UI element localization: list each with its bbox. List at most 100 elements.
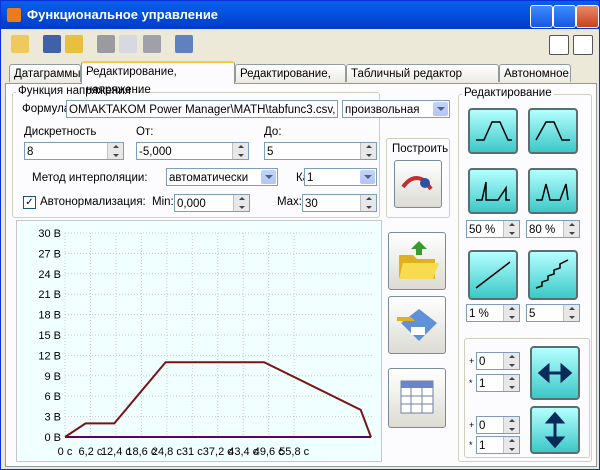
close-button[interactable]: [576, 5, 599, 28]
spin-input[interactable]: 8: [24, 142, 124, 160]
spin-input[interactable]: 30: [302, 194, 377, 212]
y-tick-label: 15 В: [38, 330, 61, 342]
x-tick-label: 43,4 с: [228, 446, 258, 458]
value: 5: [267, 146, 274, 158]
y-tick-label: 12 В: [38, 350, 61, 362]
shift-group: [464, 338, 590, 458]
x-tick-label: 0 с: [58, 446, 73, 458]
tab[interactable]: Датаграммы: [9, 64, 81, 82]
edit-button[interactable]: [528, 250, 578, 300]
toolbar-button[interactable]: [143, 35, 161, 53]
toolbar-button[interactable]: [549, 35, 569, 55]
label: Построить: [392, 143, 449, 155]
interp-combo[interactable]: автоматически: [166, 168, 278, 186]
icon: [397, 309, 437, 341]
y-tick-label: 30 В: [38, 228, 61, 240]
group-title: Функция напряжения: [16, 85, 133, 97]
open-button[interactable]: [388, 232, 446, 290]
table-button[interactable]: [388, 368, 446, 428]
value: 8: [27, 146, 34, 158]
toolbar-button[interactable]: [11, 35, 29, 53]
value: 5: [529, 308, 536, 320]
data-line: [64, 361, 372, 438]
maximize-button[interactable]: [553, 5, 576, 28]
tab[interactable]: Редактирование, ток: [235, 64, 346, 98]
sign: +: [469, 356, 475, 366]
checkbox[interactable]: ✓: [23, 196, 36, 209]
spin-input[interactable]: 5: [526, 304, 580, 322]
sign: *: [469, 378, 473, 388]
build-group: [386, 138, 450, 218]
sign: *: [469, 440, 473, 450]
x-tick-label: 18,6 с: [126, 446, 156, 458]
y-tick-label: 6 В: [44, 391, 61, 403]
label: Метод интерполяции:: [32, 172, 148, 184]
toolbar-button[interactable]: [97, 35, 115, 53]
value: 0: [479, 420, 486, 432]
spin-input[interactable]: 50 %: [466, 220, 520, 238]
title-bar: Функциональное управление: [1, 1, 599, 29]
formula-input[interactable]: OM\AKTAKOM Power Manager\MATH\tabfunc3.c…: [66, 100, 338, 118]
edit-button[interactable]: [528, 108, 578, 154]
window-title: Функциональное управление: [27, 7, 219, 22]
tab[interactable]: Редактирование, напряжение: [81, 61, 235, 96]
spin-input[interactable]: 1: [476, 436, 520, 454]
function-group: [12, 92, 380, 218]
x-tick-label: 49,6 с: [254, 446, 284, 458]
channel-combo[interactable]: 1: [304, 168, 377, 186]
tab[interactable]: Автономное: [499, 64, 571, 82]
value: 80 %: [529, 224, 556, 236]
label: Автонормализация:: [40, 196, 146, 208]
combo-value: 1: [307, 172, 314, 184]
value: 30: [305, 198, 318, 210]
formula-type-combo[interactable]: произвольная: [342, 100, 450, 118]
toolbar-button[interactable]: [175, 35, 193, 53]
y-tick-label: 0 В: [44, 432, 61, 444]
combo-value: автоматически: [169, 172, 249, 184]
edit-button[interactable]: [468, 168, 518, 214]
label: Max:: [277, 196, 302, 208]
spin-input[interactable]: 0: [476, 352, 520, 370]
icon: [401, 176, 433, 191]
spin-input[interactable]: 1: [476, 374, 520, 392]
toolbar-button[interactable]: [43, 35, 61, 53]
sign: +: [469, 420, 475, 430]
edit-button[interactable]: [468, 250, 518, 300]
toolbar-button[interactable]: [119, 35, 137, 53]
toolbar-button[interactable]: [65, 35, 83, 53]
edit-button[interactable]: [528, 168, 578, 214]
y-tick-label: 27 В: [38, 248, 61, 260]
y-tick-label: 3 В: [44, 412, 61, 424]
x-tick-label: 37,2 с: [203, 446, 233, 458]
chart: 0 В 3 В 6 В 9 В 12 В 15 В 18 В 21 В 24 В 27 В 30 В…: [16, 220, 382, 462]
label: Min:: [152, 196, 174, 208]
label: До:: [264, 126, 282, 138]
spin-input[interactable]: 0,000: [174, 194, 250, 212]
icon: [400, 380, 434, 414]
x-tick-label: 31 с: [182, 446, 203, 458]
value: 1 %: [469, 308, 489, 320]
spin-input[interactable]: 80 %: [526, 220, 580, 238]
y-tick-label: 18 В: [38, 310, 61, 322]
minimize-button[interactable]: [530, 5, 553, 28]
value: 0: [479, 356, 486, 368]
value: 1: [479, 440, 486, 452]
tab[interactable]: Табличный редактор функций: [346, 64, 499, 98]
x-tick-label: 6,2 с: [79, 446, 103, 458]
x-tick-label: 12,4 с: [101, 446, 131, 458]
label: От:: [136, 126, 154, 138]
stretch-vertical-button[interactable]: [530, 406, 580, 454]
spin-input[interactable]: 5: [264, 142, 377, 160]
spin-input[interactable]: 0: [476, 416, 520, 434]
toolbar-button[interactable]: [573, 35, 593, 55]
stretch-horizontal-button[interactable]: [530, 346, 580, 400]
spin-input[interactable]: 1 %: [466, 304, 520, 322]
x-tick-label: 24,8 с: [152, 446, 182, 458]
build-button[interactable]: [394, 160, 442, 208]
edit-button[interactable]: [468, 108, 518, 154]
spin-input[interactable]: -5,000: [136, 142, 249, 160]
save-button[interactable]: [388, 296, 446, 354]
group-title: Редактирование: [462, 87, 554, 99]
y-tick-label: 21 В: [38, 289, 61, 301]
